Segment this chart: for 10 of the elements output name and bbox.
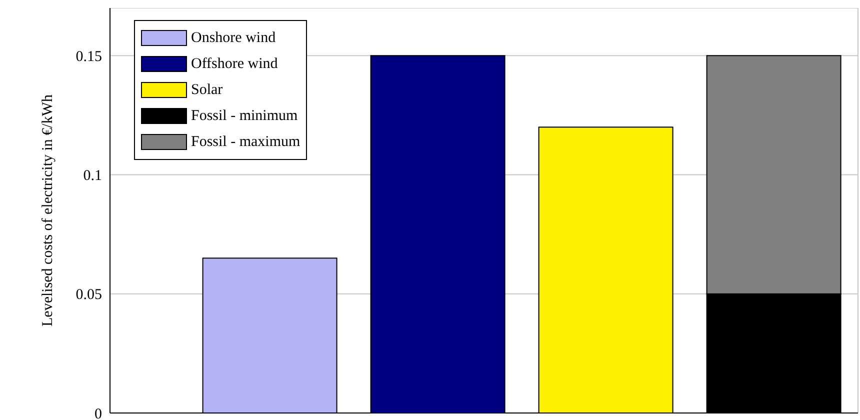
y-tick-label: 0.1 [83,168,102,184]
legend-label: Fossil - minimum [191,108,298,124]
legend-label: Onshore wind [191,30,276,46]
y-axis-title: Levelised costs of electricity in €/kWh [40,94,56,327]
legend-label: Solar [191,82,223,98]
legend-label: Fossil - maximum [191,134,300,150]
y-tick-label: 0 [94,406,102,420]
legend-label: Offshore wind [191,56,278,72]
y-tick-label: 0.15 [76,48,102,65]
y-tick-label: 0.05 [76,287,102,304]
